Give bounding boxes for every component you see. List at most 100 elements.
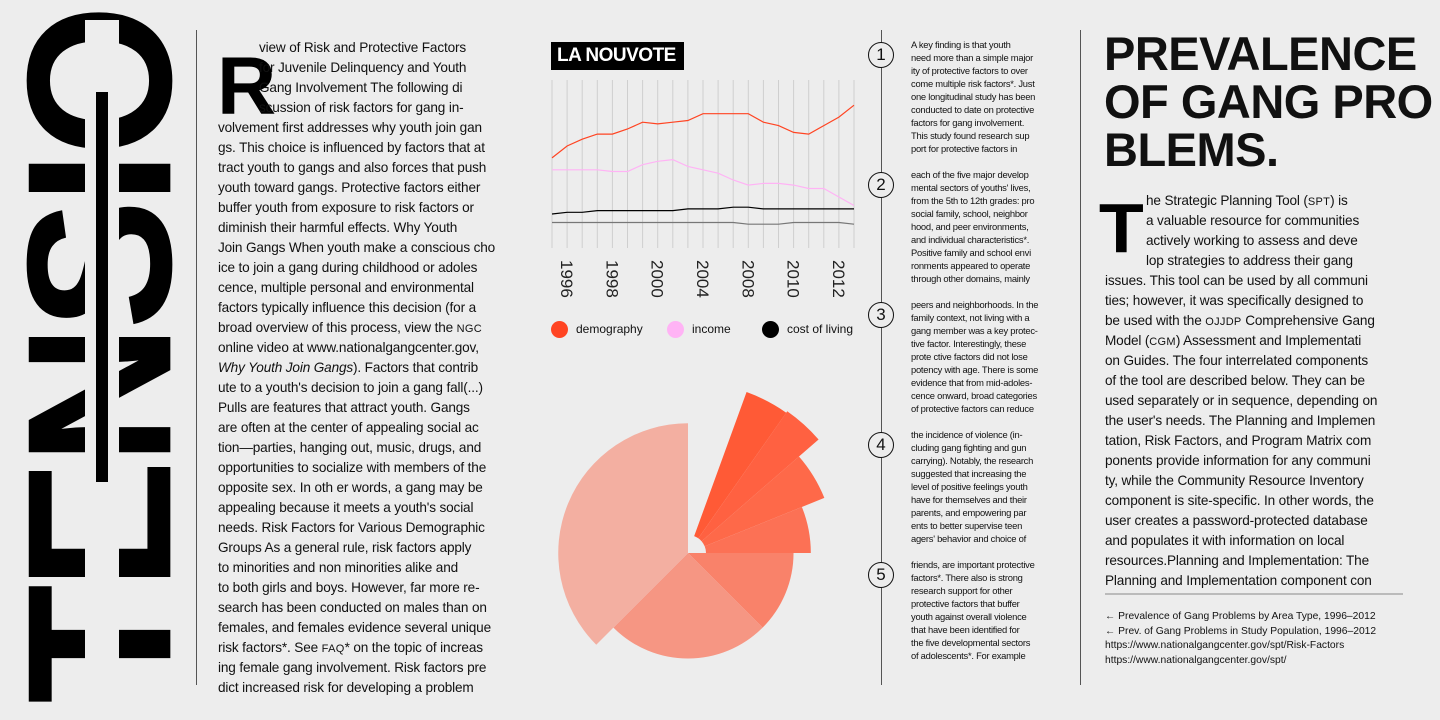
polar-segment (698, 411, 819, 542)
text-line: ties; however, it was specifically desig… (1105, 293, 1364, 308)
italic-title: Why Youth Join Gangs (218, 360, 354, 375)
left-article: view of Risk and Protective Factors for J… (218, 38, 495, 698)
series-line-cost-of-living (551, 206, 854, 215)
note-number-circle: 5 (868, 562, 894, 588)
x-tick-label: 2000 (648, 260, 667, 298)
footnote-url[interactable]: https://www.nationalgangcenter.gov/spt/R… (1105, 640, 1345, 651)
text-line: level of positive feelings youth (911, 481, 1028, 492)
text-line: peers and neighborhoods. In the (911, 299, 1039, 310)
drop-cap: T (1098, 189, 1144, 267)
text-line: factors for gang involvement. (911, 117, 1025, 128)
drop-cap: R (217, 41, 276, 132)
note-text: each of the five major develop mental sec… (911, 168, 1035, 285)
text-line: resources.Planning and Implementation: T… (1105, 553, 1369, 568)
text-line: suggested that increasing the (911, 468, 1027, 479)
chart-title: LA NOUVOTE (551, 42, 684, 70)
text-line: factors typically influence this decisio… (218, 300, 476, 315)
text-line: ronments appeared to operate (911, 260, 1031, 271)
x-tick-label: 2010 (784, 260, 803, 298)
text-line: ute to a youth's decision to join a gang… (218, 380, 483, 395)
legend-label: demography (576, 322, 643, 336)
footnote-link[interactable]: ← Prev. of Gang Problems in Study Popula… (1105, 625, 1377, 637)
text-line: the five developmental sectors (911, 637, 1031, 648)
text-line: scussion of risk factors for gang in- (259, 100, 464, 115)
text-line: search has been conducted on males than … (218, 600, 487, 615)
text-line: ice to join a gang during childhood or a… (218, 260, 478, 275)
text-line: the user's needs. The Planning and Imple… (1105, 413, 1376, 428)
footnote-url[interactable]: https://www.nationalgangcenter.gov/spt/ (1105, 654, 1287, 666)
polar-segment (701, 456, 825, 547)
polar-segment (688, 553, 794, 628)
text-line: Join Gangs When youth make a conscious c… (218, 240, 496, 255)
x-tick-label: 2012 (829, 260, 848, 298)
note-text: A key finding is that youth need more tha… (911, 38, 1035, 155)
text-line: and populates it with information on loc… (1105, 533, 1345, 548)
legend-label: income (692, 322, 731, 336)
text-line: needs. Risk Factors for Various Demograp… (218, 520, 485, 535)
text-line: Planning and Implementation component co… (1105, 573, 1372, 588)
text-line: friends, are important protective (911, 559, 1035, 570)
text-line: ity of protective factors to over (911, 65, 1028, 76)
x-tick-label: 1996 (557, 260, 576, 298)
text-line: Why Youth Join Gangs). Factors that cont… (218, 358, 495, 378)
text-line: the incidence of violence (in- (911, 429, 1023, 440)
legend-swatch (551, 320, 568, 338)
text-line: port for protective factors in (911, 143, 1018, 154)
series-line-unlabeled (552, 221, 855, 225)
article-heading: PREVALENCE OF GANG PRO BLEMS. (1104, 30, 1433, 174)
text-line: issues. This tool can be used by all com… (1105, 273, 1368, 288)
text-line: conducted to date on protective (911, 104, 1035, 115)
text-line: of adolescents*. For example (911, 650, 1026, 661)
series-line-income (552, 158, 855, 207)
text-line: Positive family and school envi (911, 247, 1031, 258)
text-line: tive factor. Interestingly, these (911, 338, 1027, 349)
text-line: and individual characteristics*. (911, 234, 1030, 245)
text-line: family context, not living with a (911, 312, 1030, 323)
text-line: have for themselves and their (911, 494, 1027, 505)
heading-line: OF GANG PRO (1104, 75, 1433, 128)
text-line: one longitudinal study has been (911, 91, 1036, 102)
text-line: dict increased risk for developing a pro… (218, 680, 474, 695)
text-line: risk factors*. See FAQ* on the topic of … (218, 640, 483, 655)
text-line: that have been identified for (911, 624, 1020, 635)
legend-item: cost of living (762, 320, 853, 338)
text-line: of protective factors can reduce (911, 403, 1034, 414)
text-line: evidence that from mid-adoles- (911, 377, 1033, 388)
text-line: need more than a simple major (911, 52, 1033, 63)
text-line: volvement first addresses why youth join… (218, 120, 482, 135)
text-line: are often at the center of appealing soc… (218, 420, 479, 435)
text-line: prote ctive factors did not lose (911, 351, 1028, 362)
text-line: cence, multiple personal and environment… (218, 280, 474, 295)
text-line: females, and females evidence several un… (218, 620, 491, 635)
text-line: A key finding is that youth (911, 39, 1011, 50)
text-fragment: ). Factors that contrib (353, 360, 479, 375)
text-line: social family, school, neighbor (911, 208, 1028, 219)
text-line: mental sectors of youths' lives, (911, 182, 1031, 193)
note-number-circle: 1 (868, 42, 894, 68)
text-line: buffer youth from exposure to risk facto… (218, 200, 474, 215)
timeline-line (881, 30, 882, 685)
legend-item: demography (551, 320, 643, 338)
column-divider (196, 30, 197, 685)
text-line: ents to better supervise teen (911, 520, 1023, 531)
text-line: he Strategic Planning Tool (SPT) is (1146, 193, 1348, 208)
note-text: friends, are important protective factors… (911, 558, 1035, 662)
text-line: view of Risk and Protective Factors (259, 40, 467, 55)
text-line: gang member was a key protec- (911, 325, 1038, 336)
tensio-logo: TENSIO (0, 0, 214, 720)
text-line: Groups As a general rule, risk factors a… (218, 540, 472, 555)
text-line: appealing because it meets a youth's soc… (218, 500, 474, 515)
text-line: broad overview of this process, view the… (218, 320, 483, 335)
x-tick-label: 2004 (693, 260, 712, 298)
text-line: Model (CGM) Assessment and Implementati (1105, 333, 1362, 348)
text-line: diminish their harmful effects. Why Yout… (218, 220, 458, 235)
text-line: ponents provide information for any comm… (1105, 453, 1371, 468)
footnote-link[interactable]: ← Prevalence of Gang Problems by Area Ty… (1105, 611, 1376, 622)
text-line: ty, while the Community Resource Invento… (1105, 473, 1364, 488)
series-line-demography (551, 104, 855, 159)
legend-item: income (667, 320, 731, 338)
note-number-circle: 2 (868, 172, 894, 198)
logo-bar (96, 92, 108, 482)
text-line: youth against overall violence (911, 611, 1027, 622)
